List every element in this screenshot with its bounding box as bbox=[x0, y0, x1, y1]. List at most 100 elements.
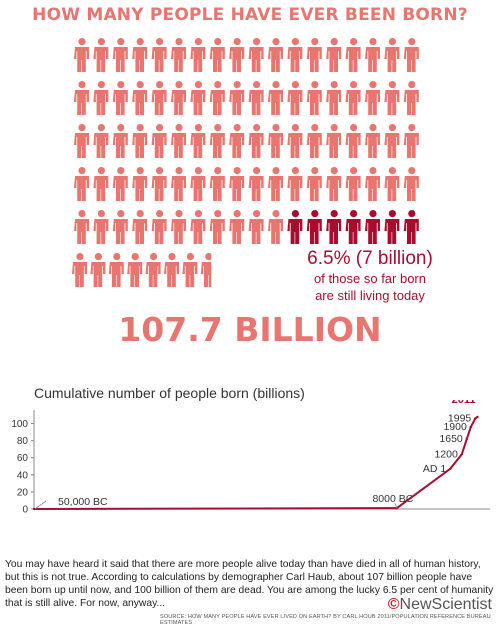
person-icon bbox=[132, 124, 148, 158]
person-icon bbox=[73, 167, 89, 201]
newscientist-logo: ©NewScientist bbox=[388, 596, 492, 614]
people-pictogram bbox=[71, 38, 419, 288]
person-icon bbox=[229, 81, 245, 115]
person-icon bbox=[151, 124, 167, 158]
person-icon bbox=[112, 81, 128, 115]
person-icon bbox=[108, 253, 124, 287]
person-icon bbox=[93, 167, 109, 201]
logo-text: NewScientist bbox=[399, 596, 492, 613]
person-icon bbox=[345, 38, 361, 72]
person-icon bbox=[209, 210, 225, 244]
person-icon bbox=[384, 81, 400, 115]
person-icon bbox=[306, 167, 322, 201]
person-icon bbox=[190, 167, 206, 201]
cumulative-births-chart: 0 20 40 60 80 100 50,000 BC 8000 BC AD 1 1200 1650… bbox=[11, 400, 490, 516]
y-tick-label: 60 bbox=[17, 453, 29, 464]
person-icon bbox=[93, 210, 109, 244]
data-label: 1900 bbox=[443, 421, 467, 433]
person-icon bbox=[326, 167, 342, 201]
person-icon bbox=[171, 210, 186, 244]
person-icon bbox=[190, 38, 206, 72]
person-icon bbox=[268, 38, 283, 72]
data-label: AD 1 bbox=[423, 463, 447, 475]
stat-percent: 6.5% (7 billion) bbox=[307, 248, 433, 269]
person-icon bbox=[93, 81, 109, 115]
y-tick-label: 100 bbox=[11, 419, 28, 430]
person-icon bbox=[73, 124, 89, 158]
y-tick-label: 40 bbox=[17, 470, 29, 481]
person-living-icon bbox=[306, 210, 322, 244]
person-icon bbox=[209, 167, 225, 201]
person-icon bbox=[229, 124, 245, 158]
person-icon bbox=[403, 124, 419, 158]
person-icon bbox=[268, 167, 283, 201]
person-icon bbox=[171, 38, 186, 72]
person-icon bbox=[112, 167, 128, 201]
person-icon bbox=[248, 167, 264, 201]
chart-title: Cumulative number of people born (billio… bbox=[34, 385, 305, 401]
person-icon bbox=[365, 167, 380, 201]
person-icon bbox=[287, 124, 303, 158]
data-point bbox=[460, 453, 464, 456]
logo-mark: © bbox=[387, 596, 400, 613]
person-icon bbox=[345, 124, 361, 158]
person-icon bbox=[229, 210, 245, 244]
person-icon bbox=[182, 253, 198, 287]
description-text: You may have heard it said that there ar… bbox=[5, 559, 494, 609]
person-icon bbox=[93, 38, 109, 72]
person-icon bbox=[403, 38, 419, 72]
person-icon bbox=[248, 38, 264, 72]
data-label: 50,000 BC bbox=[58, 496, 108, 508]
person-icon bbox=[248, 81, 264, 115]
person-icon bbox=[171, 124, 186, 158]
data-label: 1200 bbox=[434, 448, 458, 460]
person-icon bbox=[345, 167, 361, 201]
person-icon bbox=[365, 81, 380, 115]
person-icon bbox=[326, 38, 342, 72]
person-icon bbox=[229, 167, 245, 201]
person-icon bbox=[209, 81, 225, 115]
person-icon bbox=[145, 253, 161, 287]
person-icon bbox=[112, 38, 128, 72]
person-icon bbox=[190, 124, 206, 158]
person-icon bbox=[112, 210, 128, 244]
y-tick-label: 20 bbox=[17, 487, 29, 498]
person-icon bbox=[73, 81, 89, 115]
infographic-title: HOW MANY PEOPLE HAVE EVER BEEN BORN? bbox=[32, 5, 468, 25]
person-living-icon bbox=[403, 210, 419, 244]
person-icon bbox=[248, 124, 264, 158]
person-icon bbox=[112, 124, 128, 158]
stat-line-1: of those so far born bbox=[313, 271, 426, 286]
data-label: 1995 bbox=[448, 412, 472, 424]
person-icon bbox=[287, 167, 303, 201]
total-born-value: 107.7 BILLION bbox=[118, 310, 382, 349]
person-living-icon bbox=[326, 210, 342, 244]
person-icon bbox=[171, 81, 186, 115]
data-label: 2011 bbox=[452, 400, 476, 406]
series-line bbox=[33, 416, 479, 510]
person-icon bbox=[268, 81, 283, 115]
person-icon bbox=[190, 210, 206, 244]
person-icon bbox=[209, 38, 225, 72]
person-icon bbox=[127, 253, 143, 287]
data-point bbox=[474, 417, 477, 420]
person-icon bbox=[171, 167, 186, 201]
person-living-icon bbox=[365, 210, 380, 244]
data-label: 1650 bbox=[439, 433, 463, 445]
person-icon bbox=[326, 81, 342, 115]
person-icon bbox=[132, 210, 148, 244]
person-living-icon bbox=[287, 210, 303, 244]
person-icon bbox=[287, 38, 303, 72]
person-icon bbox=[73, 210, 89, 244]
person-living-icon bbox=[345, 210, 361, 244]
y-tick-label: 80 bbox=[17, 436, 29, 447]
person-icon bbox=[151, 38, 167, 72]
person-icon bbox=[132, 167, 148, 201]
person-icon bbox=[384, 167, 400, 201]
stat-callout: 6.5% (7 billion) of those so far born ar… bbox=[285, 248, 455, 304]
person-icon bbox=[164, 253, 179, 287]
data-label: 8000 BC bbox=[372, 493, 413, 505]
person-icon bbox=[306, 124, 322, 158]
person-icon bbox=[326, 124, 342, 158]
